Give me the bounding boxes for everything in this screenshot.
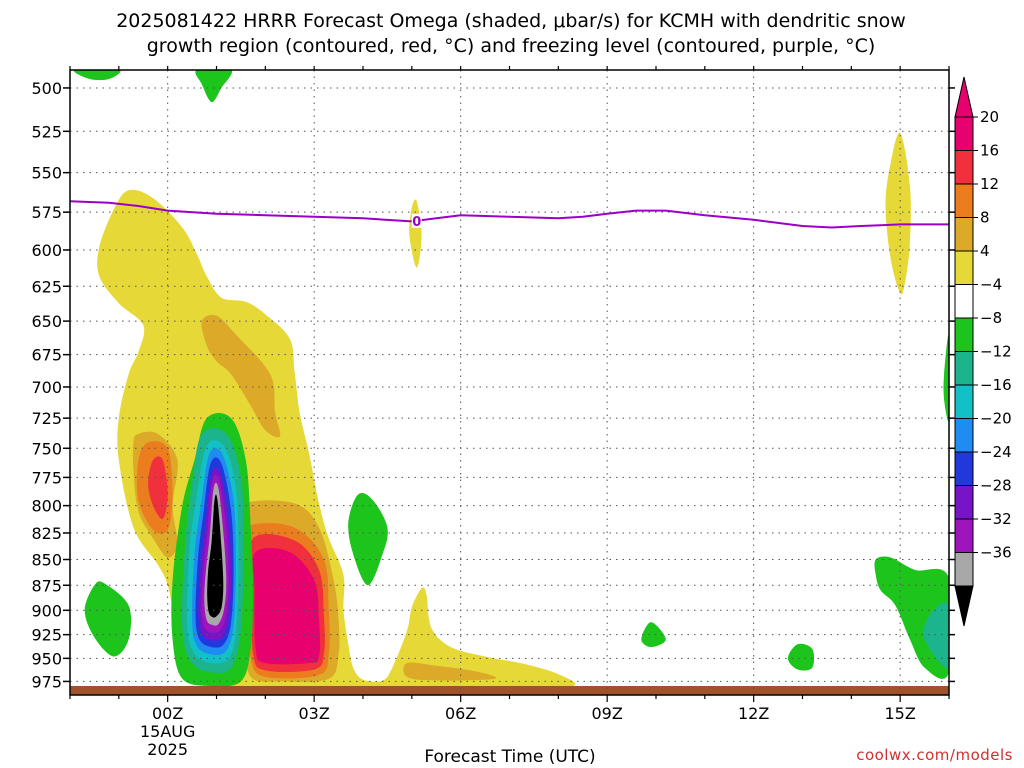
y-tick-label: 850 <box>31 551 62 570</box>
colorbar-label: −8 <box>980 309 1002 327</box>
colorbar: 20 16 12 8 4 −4 −8 −12 −16 −20 −24 −28 −32 −36 <box>954 76 1012 627</box>
colorbar-label: 20 <box>980 108 999 126</box>
colorbar-label: −32 <box>980 510 1012 528</box>
y-tick-label: 800 <box>31 497 62 516</box>
colorbar-label: −16 <box>980 376 1012 394</box>
colorbar-segment <box>954 485 974 520</box>
omega-region-13 <box>195 70 232 103</box>
y-tick-label: 875 <box>31 576 62 595</box>
y-tick-label: 950 <box>31 649 62 668</box>
y-tick-label: 525 <box>31 122 62 141</box>
y-tick-label: 725 <box>31 409 62 428</box>
colorbar-label: −28 <box>980 477 1012 495</box>
freezing-label-bg <box>411 213 422 228</box>
colorbar-segment <box>954 384 974 419</box>
x-tick-label: 06Z <box>445 704 476 723</box>
colorbar-segment <box>954 317 974 352</box>
terrain-layer <box>70 685 949 695</box>
terrain-band <box>70 685 949 695</box>
omega-region-19 <box>943 333 949 421</box>
y-tick-label: 700 <box>31 378 62 397</box>
colorbar-segment <box>954 217 974 252</box>
colorbar-label: −24 <box>980 443 1012 461</box>
colorbar-label: −4 <box>980 276 1002 294</box>
y-tick-label: 500 <box>31 79 62 98</box>
y-tick-label: 550 <box>31 164 62 183</box>
colorbar-segment <box>954 451 974 486</box>
omega-region-16 <box>348 493 388 586</box>
colorbar-label: −20 <box>980 410 1012 428</box>
y-tick-label: 575 <box>31 203 62 222</box>
x-tick-label: 03Z <box>299 704 330 723</box>
colorbar-label: −36 <box>980 544 1012 562</box>
freezing-level-line <box>70 200 949 229</box>
chart-title-line-2: growth region (contoured, red, °C) and f… <box>147 35 876 57</box>
x-tick-date: 15AUG <box>140 722 195 741</box>
colorbar-label: 8 <box>980 209 990 227</box>
omega-region-17 <box>641 622 666 648</box>
y-tick-label: 600 <box>31 241 62 260</box>
omega-region-6 <box>403 662 497 681</box>
omega-region-18 <box>787 643 815 671</box>
x-tick-label: 09Z <box>592 704 623 723</box>
colorbar-label: −12 <box>980 343 1012 361</box>
colorbar-segment <box>954 351 974 386</box>
x-axis-label: Forecast Time (UTC) <box>424 747 595 767</box>
omega-region-12 <box>73 70 121 81</box>
y-tick-label: 675 <box>31 346 62 365</box>
omega-region-2 <box>885 132 911 295</box>
colorbar-segment <box>954 518 974 553</box>
y-tick-label: 900 <box>31 601 62 620</box>
freezing-level-label: 0 <box>412 215 421 230</box>
colorbar-segment <box>954 250 974 285</box>
colorbar-segment <box>954 552 974 587</box>
y-tick-label: 825 <box>31 524 62 543</box>
omega-shading-layer <box>73 70 949 691</box>
y-tick-label: 750 <box>31 439 62 458</box>
x-tick-label: 15Z <box>885 704 916 723</box>
omega-region-11 <box>252 548 320 665</box>
x-tick-label: 12Z <box>738 704 769 723</box>
colorbar-segment <box>954 150 974 185</box>
omega-region-21 <box>923 602 949 669</box>
omega-region-3 <box>201 314 281 438</box>
y-tick-label: 925 <box>31 626 62 645</box>
colorbar-segment <box>954 418 974 453</box>
omega-region-9 <box>148 456 168 520</box>
freezing-level-layer: 0 <box>70 200 949 230</box>
y-axis: 500 525 550 575 600 625 650 675 700 725 750 775 800 8… <box>31 79 955 691</box>
colorbar-segment <box>954 116 974 151</box>
grid-lines <box>70 70 949 695</box>
x-tick-year: 2025 <box>147 740 188 759</box>
colorbar-label: 16 <box>980 142 999 160</box>
x-tick-label: 00Z <box>152 704 183 723</box>
omega-region-29 <box>207 494 224 618</box>
colorbar-segment <box>954 284 974 319</box>
colorbar-bottom-arrow <box>954 585 974 627</box>
credit-text: coolwx.com/models <box>856 746 1013 764</box>
y-tick-label: 775 <box>31 468 62 487</box>
chart-title-line-1: 2025081422 HRRR Forecast Omega (shaded, … <box>116 10 906 32</box>
colorbar-label: 4 <box>980 242 990 260</box>
y-tick-label: 975 <box>31 672 62 691</box>
y-tick-label: 650 <box>31 312 62 331</box>
colorbar-segment <box>954 183 974 218</box>
y-tick-label: 625 <box>31 277 62 296</box>
colorbar-label: 12 <box>980 175 999 193</box>
omega-region-15 <box>84 581 132 657</box>
